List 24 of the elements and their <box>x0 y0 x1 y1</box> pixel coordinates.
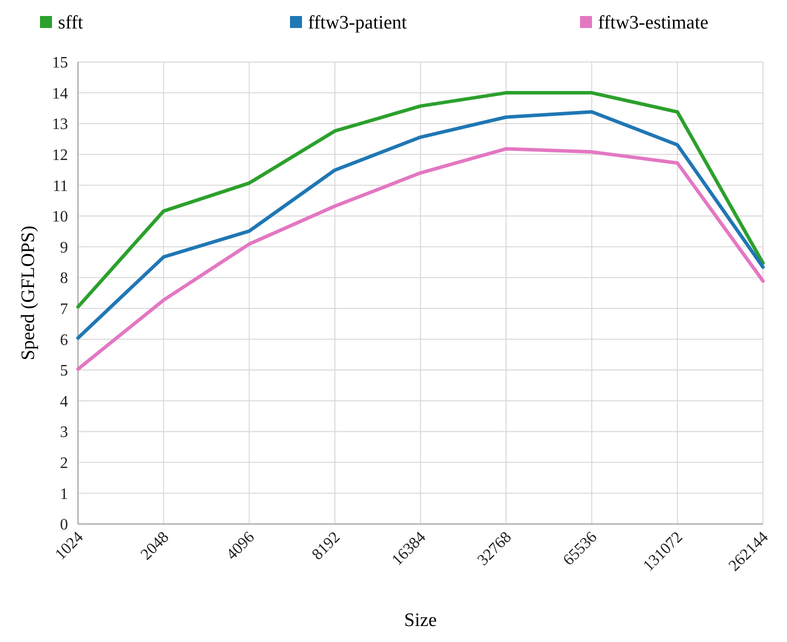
line-series <box>76 91 765 309</box>
legend-label: fftw3-patient <box>308 12 408 34</box>
y-tick-label: 9 <box>60 239 68 256</box>
y-tick-label: 12 <box>52 147 68 164</box>
legend-label: sfft <box>58 12 84 34</box>
y-tick-label: 8 <box>60 270 68 288</box>
y-tick-label: 1 <box>60 486 68 503</box>
y-tick-label: 5 <box>60 362 68 380</box>
y-tick-label: 13 <box>52 116 68 134</box>
y-tick-label: 4 <box>60 393 68 410</box>
line-series <box>76 110 765 340</box>
y-tick-label: 15 <box>52 54 68 72</box>
y-tick-label: 10 <box>52 208 68 226</box>
y-tick-label: 7 <box>60 301 68 318</box>
y-axis-title: Speed (GFLOPS) <box>18 226 39 360</box>
y-tick-label: 11 <box>52 178 68 195</box>
y-tick-label: 14 <box>52 85 68 102</box>
line-series <box>76 147 765 371</box>
y-tick-label: 3 <box>60 424 68 442</box>
legend-label: fftw3-estimate <box>598 12 708 34</box>
y-tick-label: 2 <box>60 455 68 472</box>
x-axis-title: Size <box>404 610 437 631</box>
y-tick-label: 6 <box>60 332 68 349</box>
y-tick-label: 0 <box>60 516 68 534</box>
